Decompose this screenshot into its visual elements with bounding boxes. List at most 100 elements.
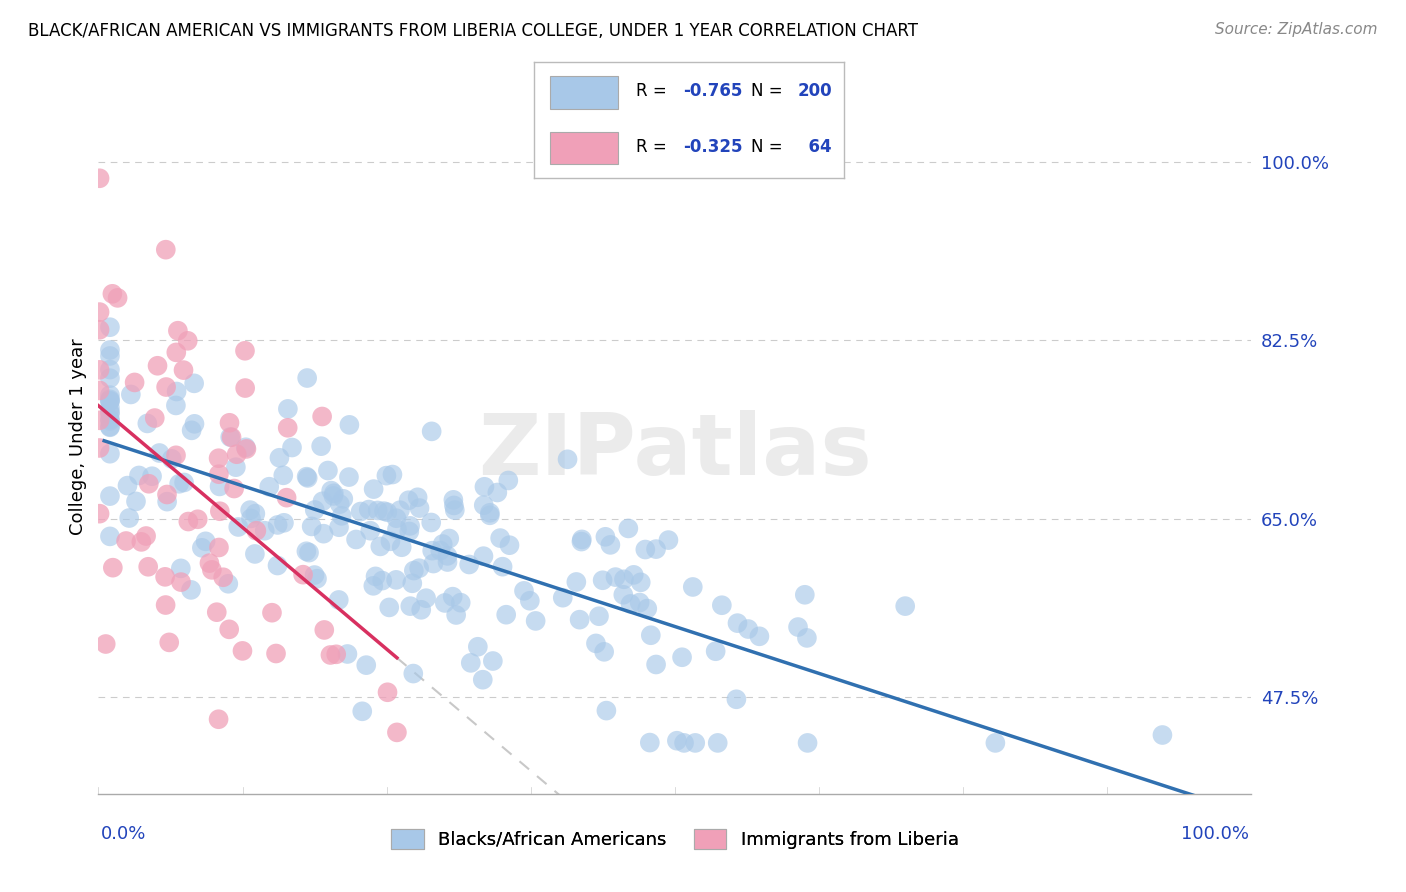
Point [170,575,193,590]
Point [388,503,411,517]
Point [292,567,315,582]
Point [593,645,616,659]
Point [683,736,706,750]
Point [235,442,257,456]
Point [98,371,121,385]
Point [433,596,456,610]
Point [354,658,377,673]
Point [141,469,163,483]
Point [605,570,627,584]
Point [191,541,214,555]
Point [378,600,401,615]
Point [89,305,111,319]
Point [98,343,121,357]
Point [233,343,256,358]
Point [638,735,661,749]
Point [243,547,266,561]
Point [89,323,111,337]
Point [155,598,177,612]
Point [325,648,347,662]
Point [375,505,398,519]
Point [332,491,354,506]
Point [98,447,121,461]
Point [513,583,536,598]
Point [295,371,318,385]
Point [571,534,593,549]
Point [180,582,202,597]
Point [120,387,142,401]
Point [429,543,451,558]
Point [173,475,195,490]
Point [98,320,121,334]
Point [266,558,288,573]
Point [165,399,187,413]
Point [634,542,657,557]
Point [217,576,239,591]
Point [276,491,298,505]
Point [432,537,454,551]
Point [207,451,229,466]
Text: N =: N = [751,82,787,101]
Point [398,493,420,508]
Point [329,497,352,511]
Point [240,511,263,525]
Point [727,616,749,631]
Point [613,572,636,586]
Point [98,419,121,434]
Point [295,469,318,483]
Point [273,516,295,530]
Point [472,498,495,512]
Point [595,530,617,544]
Point [551,591,574,605]
Point [218,623,240,637]
Point [645,657,668,672]
Point [411,603,433,617]
Point [165,345,187,359]
Point [253,524,276,538]
Point [408,501,430,516]
Point [420,425,443,439]
Point [155,243,177,257]
Point [796,631,818,645]
Point [364,569,387,583]
Point [367,503,389,517]
Point [491,559,513,574]
Point [585,636,607,650]
Point [98,529,121,543]
Point [482,654,505,668]
Point [478,508,501,523]
Point [380,534,402,549]
Point [131,535,153,549]
Point [385,573,408,587]
Text: ZIPatlas: ZIPatlas [478,409,872,493]
Point [336,647,359,661]
Legend: Blacks/African Americans, Immigrants from Liberia: Blacks/African Americans, Immigrants fro… [384,822,966,856]
Point [524,614,547,628]
Point [748,629,770,643]
Point [304,503,326,517]
Point [319,648,342,662]
Point [160,451,183,466]
Point [422,557,444,571]
Point [444,607,467,622]
Point [474,480,496,494]
Point [233,381,256,395]
Point [107,291,129,305]
Point [277,401,299,416]
Point [458,558,481,572]
Point [322,486,344,500]
Point [375,468,398,483]
Point [98,405,121,419]
Point [311,494,333,508]
Point [218,416,240,430]
Point [486,485,509,500]
Point [472,549,495,564]
Point [368,540,391,554]
Point [264,647,287,661]
Point [665,733,688,747]
Point [381,467,404,482]
Point [337,470,360,484]
Point [599,538,621,552]
Point [352,704,374,718]
Point [98,394,121,409]
